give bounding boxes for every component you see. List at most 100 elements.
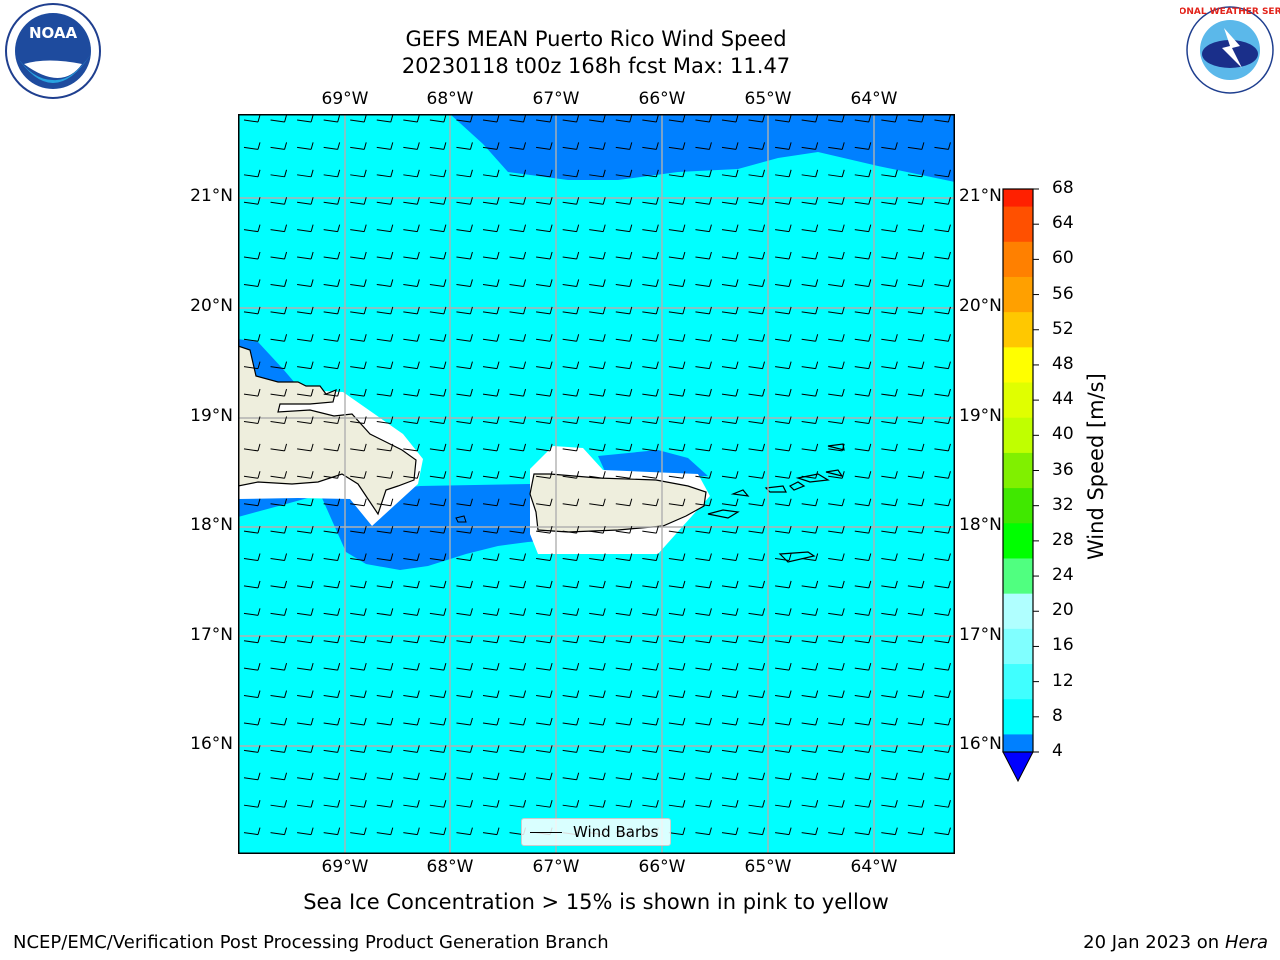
wind-barb — [907, 800, 925, 808]
wind-barb — [801, 717, 819, 726]
wind-barb — [881, 251, 898, 260]
wind-barb — [642, 388, 659, 397]
wind-barb — [536, 608, 553, 616]
colorbar-cell — [1003, 364, 1033, 384]
wind-barb — [775, 279, 792, 287]
wind-barb — [801, 800, 819, 808]
wind-barb — [509, 800, 527, 808]
wind-barb — [828, 251, 845, 260]
lat-label-right: 18°N — [959, 515, 1002, 535]
wind-barb — [615, 169, 633, 178]
wind-barb — [323, 553, 341, 562]
wind-barb — [536, 443, 553, 452]
wind-barb — [615, 224, 633, 233]
wind-barb — [297, 580, 314, 589]
map-panel — [238, 114, 955, 854]
wind-barb — [270, 197, 288, 205]
wind-barb — [562, 745, 580, 753]
wind-barb — [721, 251, 739, 260]
wind-barb — [881, 525, 898, 534]
wind-barb — [828, 279, 845, 287]
wind-barb — [456, 224, 473, 233]
wind-barb — [615, 580, 633, 589]
wind-barb — [642, 416, 659, 424]
lat-label-left: 18°N — [190, 515, 233, 535]
wind-barb — [828, 197, 845, 205]
lat-label-left: 17°N — [190, 625, 233, 645]
wind-barb — [748, 471, 766, 479]
wind-barb — [270, 745, 288, 753]
wind-barb — [509, 224, 527, 233]
wind-barb — [828, 142, 845, 150]
wind-barb — [668, 142, 686, 150]
nws-logo-text: NATIONAL WEATHER SERVICE — [1180, 7, 1280, 17]
wind-barb — [403, 416, 420, 424]
wind-barb — [615, 279, 633, 287]
wind-barb — [323, 800, 341, 808]
wind-barb — [934, 416, 951, 424]
wind-barb — [615, 663, 633, 671]
wind-barb — [403, 800, 420, 808]
colorbar-tick-label: 60 — [1052, 248, 1074, 269]
wind-barb — [270, 361, 288, 370]
wind-barb — [828, 525, 845, 534]
wind-barb — [243, 663, 261, 671]
wind-barb — [536, 279, 553, 287]
map-legend: Wind Barbs — [521, 818, 671, 846]
wind-barb — [748, 772, 766, 781]
wind-barb — [695, 279, 712, 287]
wind-barb — [403, 690, 420, 699]
wind-barb — [376, 800, 394, 808]
wind-barb — [482, 224, 500, 233]
wind-barb — [881, 279, 898, 287]
wind-barb — [934, 306, 951, 315]
wind-barb — [429, 608, 447, 616]
wind-barb — [297, 690, 314, 699]
wind-barb — [536, 525, 553, 534]
wind-barb — [695, 663, 712, 671]
wind-barb — [801, 525, 819, 534]
wind-barb — [801, 608, 819, 616]
wind-barb — [668, 251, 686, 260]
wind-barb — [934, 197, 951, 205]
wind-barb — [775, 717, 792, 726]
wind-barb — [615, 717, 633, 726]
wind-barb — [509, 443, 527, 452]
wind-barb — [748, 224, 766, 233]
wind-barb — [243, 279, 261, 287]
wind-barb — [482, 334, 500, 342]
wind-barb — [243, 525, 261, 534]
wind-barb — [668, 388, 686, 397]
wind-barb — [907, 498, 925, 507]
wind-barb — [721, 306, 739, 315]
wind-barb — [854, 443, 872, 452]
wind-barb — [536, 251, 553, 260]
wind-barb — [801, 580, 819, 589]
wind-barb — [589, 580, 606, 589]
wind-barb — [297, 197, 314, 205]
wind-barb — [642, 717, 659, 726]
wind-barb — [403, 717, 420, 726]
wind-barb — [350, 306, 367, 315]
wind-barb — [907, 827, 925, 836]
wind-barb — [721, 498, 739, 507]
wind-barb — [775, 663, 792, 671]
wind-barb — [775, 443, 792, 452]
wind-barb — [589, 361, 606, 370]
wind-barb — [403, 306, 420, 315]
wind-barb — [429, 443, 447, 452]
wind-barb — [589, 169, 606, 178]
wind-barb — [695, 224, 712, 233]
wind-barb — [323, 416, 341, 424]
wind-barb — [323, 361, 341, 370]
wind-barb — [297, 224, 314, 233]
wind-barb — [350, 635, 367, 644]
wind-barb — [456, 800, 473, 808]
wind-barb — [562, 142, 580, 150]
wind-barb — [403, 142, 420, 150]
wind-barb — [403, 827, 420, 836]
wind-barb — [562, 361, 580, 370]
wind-barb — [350, 608, 367, 616]
wind-barb — [243, 498, 261, 507]
colorbar-cell — [1003, 716, 1033, 735]
